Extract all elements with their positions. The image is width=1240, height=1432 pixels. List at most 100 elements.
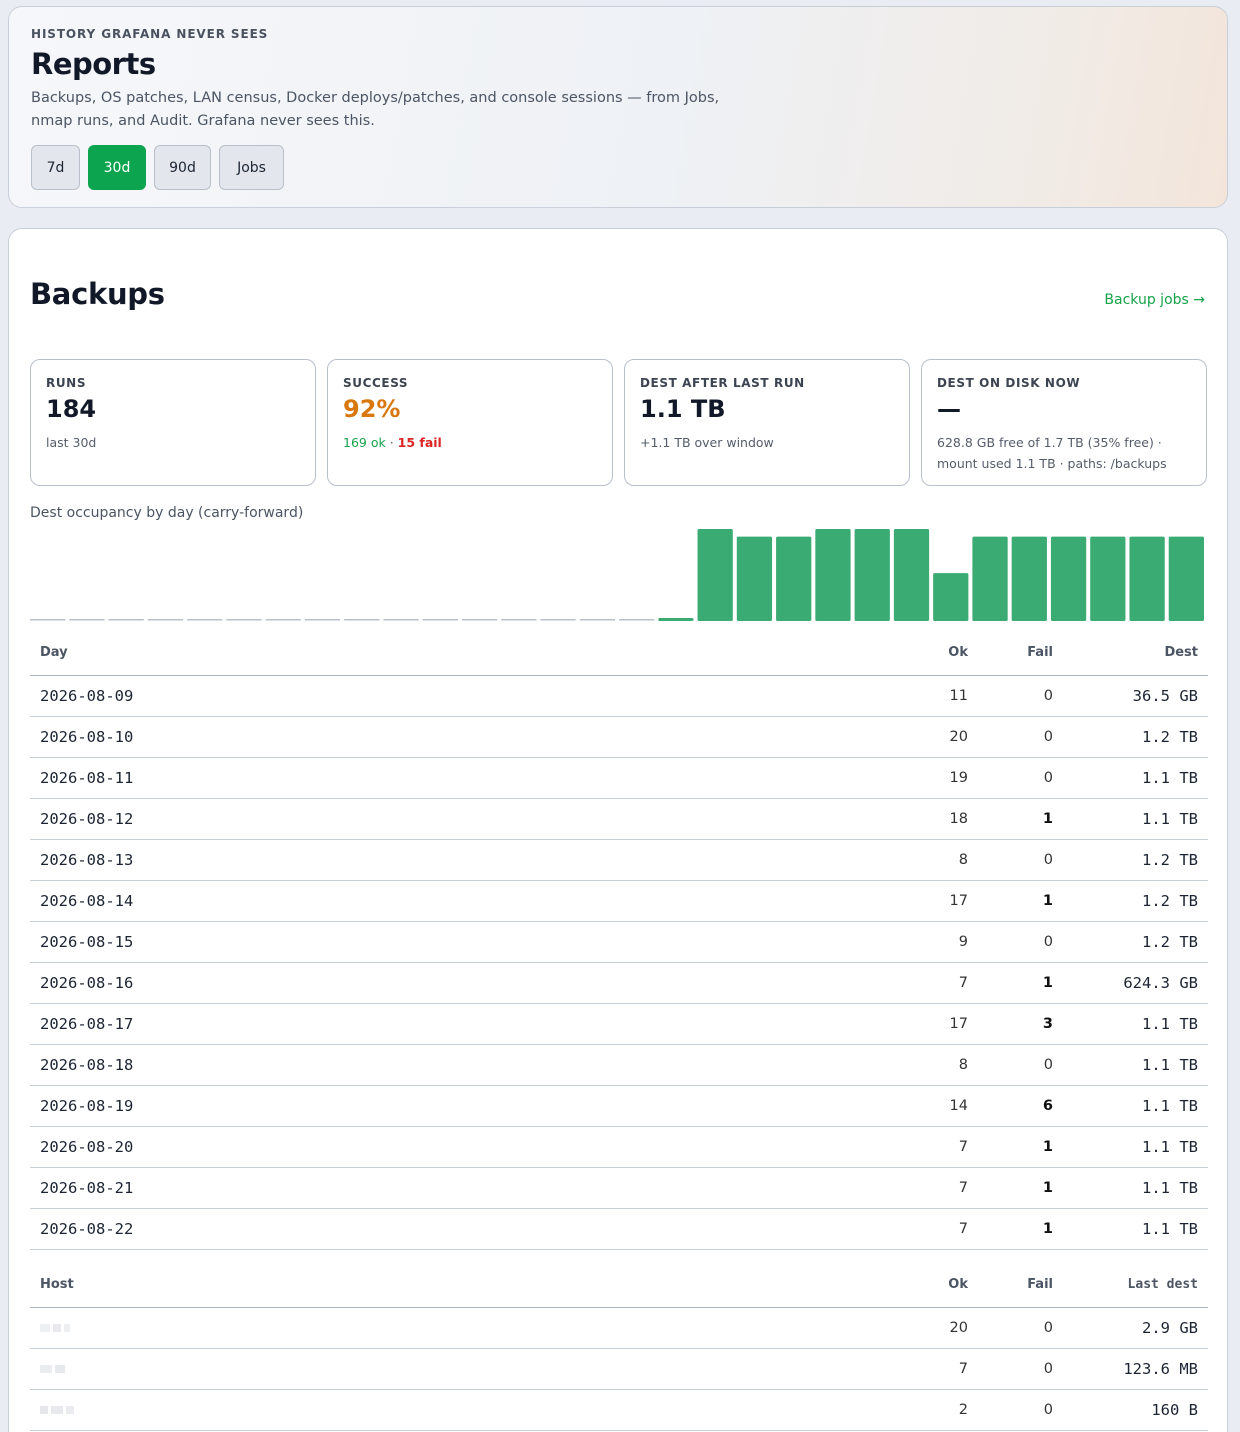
- occupancy-bar: [69, 619, 105, 621]
- ok-cell: 7: [888, 1348, 978, 1390]
- fail-cell: 0: [978, 1389, 1063, 1431]
- table-row: 2026-08-20 7 1 1.1 TB: [30, 1126, 1208, 1168]
- occupancy-bar: [108, 619, 144, 621]
- host-cell: [30, 1389, 888, 1431]
- fail-cell: 0: [978, 1044, 1063, 1086]
- fail-count: 15 fail: [397, 435, 442, 450]
- runs-card: RUNS 184 last 30d: [30, 359, 316, 486]
- day-cell: 2026-08-15: [30, 921, 888, 963]
- fail-cell: 0: [978, 675, 1063, 717]
- card-value: 92%: [343, 395, 401, 423]
- reports-header: HISTORY GRAFANA NEVER SEES Reports Backu…: [8, 6, 1228, 208]
- day-cell: 2026-08-22: [30, 1208, 888, 1250]
- table-row: 2026-08-09 11 0 36.5 GB: [30, 675, 1208, 717]
- occupancy-bar: [933, 573, 969, 621]
- backup-jobs-link[interactable]: Backup jobs →: [1104, 292, 1205, 308]
- occupancy-chart: [30, 529, 1204, 621]
- occupancy-bar: [344, 619, 380, 621]
- page-title: Reports: [31, 47, 156, 81]
- day-cell: 2026-08-21: [30, 1167, 888, 1209]
- host-cell: [30, 1348, 888, 1390]
- card-sub: last 30d: [46, 435, 97, 450]
- occupancy-bar: [736, 536, 773, 621]
- dest-cell: 1.2 TB: [1063, 716, 1208, 758]
- fail-cell: 1: [978, 1126, 1063, 1168]
- table-row: 2026-08-12 18 1 1.1 TB: [30, 798, 1208, 840]
- ok-cell: 17: [888, 1003, 978, 1045]
- card-sub: +1.1 TB over window: [640, 435, 774, 450]
- card-value: 1.1 TB: [640, 395, 726, 423]
- occupancy-bar: [187, 619, 223, 621]
- page-subtitle: Backups, OS patches, LAN census, Docker …: [31, 90, 720, 129]
- table-row: 7 0 123.6 MB: [30, 1348, 1208, 1390]
- fail-cell: 1: [978, 1208, 1063, 1250]
- card-value: —: [937, 395, 961, 423]
- dest-cell: 1.1 TB: [1063, 1003, 1208, 1045]
- table-row: 2026-08-14 17 1 1.2 TB: [30, 880, 1208, 922]
- col-fail: Fail: [978, 1263, 1063, 1308]
- separator: ·: [385, 435, 398, 450]
- card-label: DEST AFTER LAST RUN: [640, 376, 805, 390]
- ok-cell: 7: [888, 1126, 978, 1168]
- range-30d-button[interactable]: 30d: [88, 145, 146, 190]
- dest-cell: 1.1 TB: [1063, 1044, 1208, 1086]
- table-row: 2026-08-15 9 0 1.2 TB: [30, 921, 1208, 963]
- range-90d-button[interactable]: 90d: [154, 145, 211, 190]
- occupancy-bar: [265, 619, 301, 621]
- ok-cell: 8: [888, 839, 978, 881]
- table-row: 2026-08-18 8 0 1.1 TB: [30, 1044, 1208, 1086]
- range-selector: 7d 30d 90d Jobs: [31, 145, 284, 190]
- occupancy-bar: [697, 529, 733, 621]
- fail-cell: 1: [978, 1167, 1063, 1209]
- host-table: Host Ok Fail Last dest 20 0 2.9 GB 7 0 123.6 …: [30, 1263, 1208, 1431]
- day-cell: 2026-08-14: [30, 880, 888, 922]
- section-title: Backups: [30, 277, 165, 311]
- host-cell: [30, 1307, 888, 1349]
- fail-cell: 0: [978, 921, 1063, 963]
- table-header-row: Host Ok Fail Last dest: [30, 1263, 1208, 1308]
- col-last-dest: Last dest: [1063, 1263, 1208, 1308]
- table-row: 2026-08-19 14 6 1.1 TB: [30, 1085, 1208, 1127]
- fail-cell: 1: [978, 880, 1063, 922]
- ok-count: 169 ok: [343, 435, 386, 450]
- day-cell: 2026-08-10: [30, 716, 888, 758]
- col-day: Day: [30, 631, 888, 676]
- table-row: 20 0 2.9 GB: [30, 1307, 1208, 1349]
- occupancy-bar: [1129, 536, 1165, 621]
- occupancy-bar: [147, 619, 184, 621]
- ok-cell: 2: [888, 1389, 978, 1431]
- occupancy-bar: [30, 619, 66, 621]
- day-cell: 2026-08-09: [30, 675, 888, 717]
- dest-cell: 36.5 GB: [1063, 675, 1208, 717]
- table-row: 2026-08-17 17 3 1.1 TB: [30, 1003, 1208, 1045]
- dest-cell: 1.2 TB: [1063, 921, 1208, 963]
- range-7d-button[interactable]: 7d: [31, 145, 80, 190]
- fail-cell: 3: [978, 1003, 1063, 1045]
- occupancy-bar: [540, 619, 576, 621]
- backups-section: Backups Backup jobs → RUNS 184 last 30d …: [8, 228, 1228, 1432]
- fail-cell: 0: [978, 757, 1063, 799]
- fail-cell: 0: [978, 1348, 1063, 1390]
- day-cell: 2026-08-17: [30, 1003, 888, 1045]
- jobs-button[interactable]: Jobs: [219, 145, 284, 190]
- eyebrow: HISTORY GRAFANA NEVER SEES: [31, 27, 269, 41]
- day-cell: 2026-08-12: [30, 798, 888, 840]
- occupancy-bar: [1168, 536, 1204, 621]
- col-fail: Fail: [978, 631, 1063, 676]
- fail-cell: 6: [978, 1085, 1063, 1127]
- occupancy-bar: [972, 536, 1008, 621]
- table-row: 2026-08-21 7 1 1.1 TB: [30, 1167, 1208, 1209]
- col-ok: Ok: [888, 631, 978, 676]
- ok-cell: 8: [888, 1044, 978, 1086]
- occupancy-bar: [422, 619, 458, 621]
- occupancy-bar: [854, 529, 890, 621]
- day-cell: 2026-08-13: [30, 839, 888, 881]
- ok-cell: 19: [888, 757, 978, 799]
- col-host: Host: [30, 1263, 888, 1308]
- ok-cell: 7: [888, 1167, 978, 1209]
- day-cell: 2026-08-18: [30, 1044, 888, 1086]
- ok-cell: 7: [888, 1208, 978, 1250]
- card-sub: 628.8 GB free of 1.7 TB (35% free) · mou…: [937, 435, 1167, 471]
- table-row: 2026-08-16 7 1 624.3 GB: [30, 962, 1208, 1004]
- card-sub: 169 ok · 15 fail: [343, 432, 605, 453]
